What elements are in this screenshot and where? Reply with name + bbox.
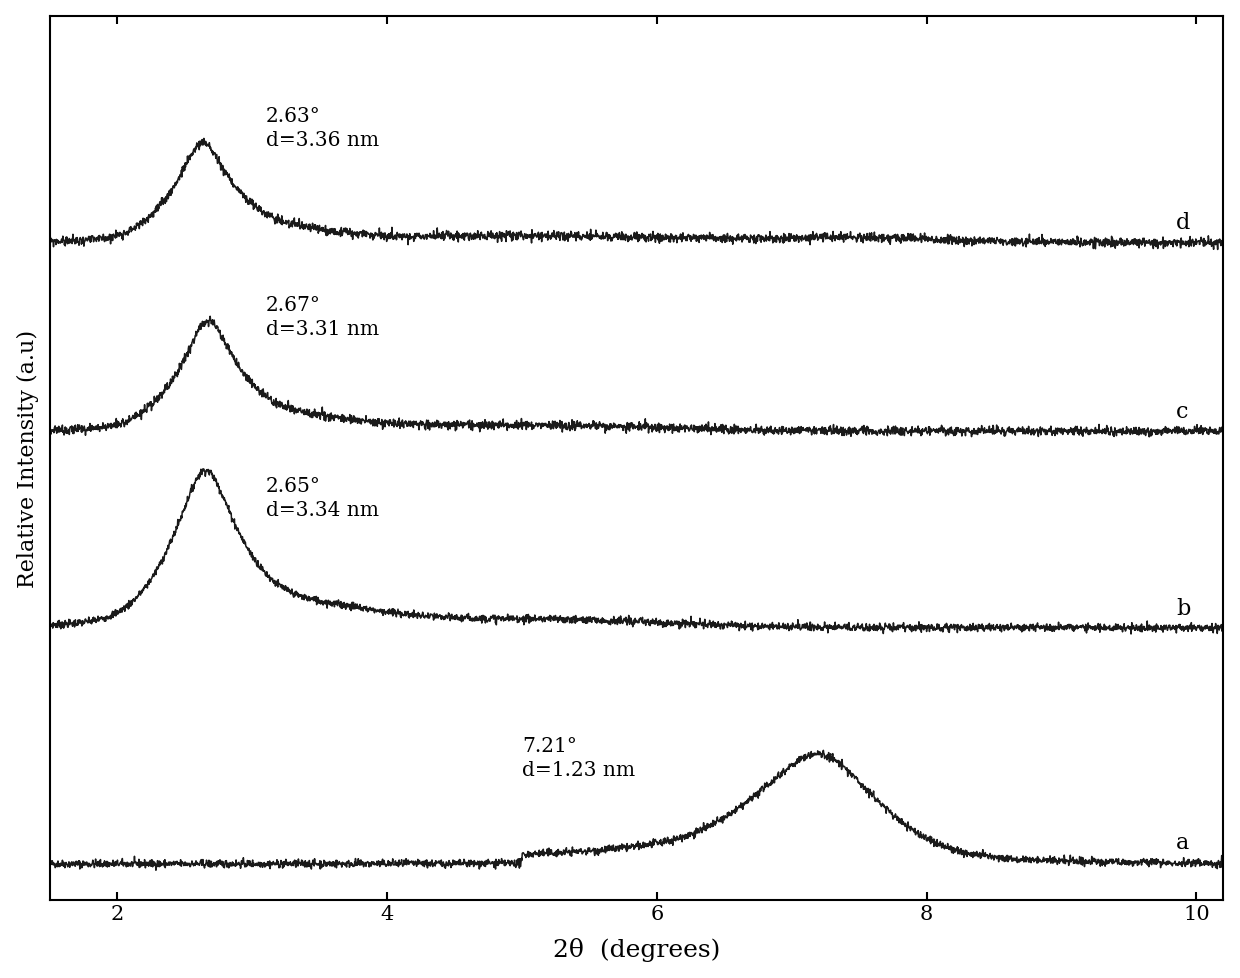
Text: c: c xyxy=(1176,401,1189,422)
Text: 2.65°
d=3.34 nm: 2.65° d=3.34 nm xyxy=(265,477,378,519)
X-axis label: 2θ  (degrees): 2θ (degrees) xyxy=(553,937,720,961)
Text: 7.21°
d=1.23 nm: 7.21° d=1.23 nm xyxy=(522,736,635,778)
Text: a: a xyxy=(1176,831,1189,853)
Text: b: b xyxy=(1176,597,1190,619)
Text: d: d xyxy=(1176,212,1190,234)
Y-axis label: Relative Intensity (a.u): Relative Intensity (a.u) xyxy=(16,330,38,587)
Text: 2.67°
d=3.31 nm: 2.67° d=3.31 nm xyxy=(265,295,378,338)
Text: 2.63°
d=3.36 nm: 2.63° d=3.36 nm xyxy=(265,107,378,150)
